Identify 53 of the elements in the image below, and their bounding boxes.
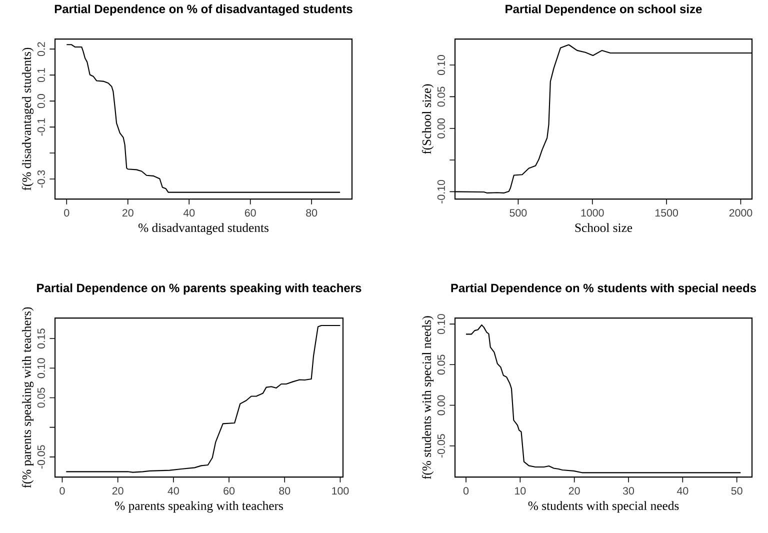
x-tick-label: 1000 [581,209,604,217]
x-tick-label: 20 [122,209,134,217]
y-tick-label: 0.15 [37,328,45,348]
x-tick-label: 0 [60,487,65,495]
y-axis-title: f(% disadvantaged students) [22,48,34,190]
chart-title: Partial Dependence on % parents speaking with teachers [37,283,362,295]
x-tick-label: 80 [279,487,290,495]
x-axis-title: % students with special needs [528,501,679,513]
x-tick-label: 20 [112,487,124,495]
y-tick-label: 0.05 [437,86,445,107]
y-tick-label: 0.00 [437,395,445,416]
x-tick-label: 10 [515,487,526,495]
x-tick-label: 40 [183,209,195,217]
y-tick-label: -0.10 [437,180,445,204]
y-tick-label: 0.05 [437,354,445,375]
x-tick-label: 60 [244,209,256,217]
y-axis-title: f(% students with special needs) [422,316,434,480]
y-tick-label: -0.05 [437,434,445,458]
y-tick-label: -0.3 [37,170,45,188]
x-tick-label: 40 [676,487,688,495]
x-axis-title: % parents speaking with teachers [115,501,283,513]
x-tick-label: 60 [224,487,235,495]
x-tick-label: 1500 [656,209,678,217]
x-axis-title: % disadvantaged students [138,223,268,235]
x-tick-label: 20 [568,487,580,495]
y-tick-label: 0.1 [37,68,45,82]
x-tick-label: 30 [622,487,634,495]
y-tick-label: 0.00 [437,118,445,138]
x-tick-label: 0 [463,487,469,495]
chart-title: Partial Dependence on % students with special needs [451,283,756,295]
y-tick-label: 0.0 [37,94,45,108]
line-series [465,324,742,474]
y-axis-title: f(School size) [422,84,434,154]
x-tick-label: 0 [64,209,70,217]
line-series [66,44,341,193]
y-tick-label: 0.10 [437,55,445,75]
y-tick-label: -0.05 [37,445,45,469]
chart-title: Partial Dependence on % of disadvantaged students [54,4,352,16]
y-tick-label: -0.1 [37,118,45,136]
x-tick-label: 100 [332,487,349,495]
y-tick-label: 0.2 [37,42,45,56]
y-tick-label: 0.10 [437,314,445,334]
y-tick-label: 0.10 [37,358,45,378]
x-tick-label: 40 [168,487,179,495]
x-tick-label: 2000 [729,209,752,217]
x-axis-title: School size [575,223,632,232]
line-series [66,324,341,473]
y-axis-title: f(% parents speaking with teachers) [22,307,34,488]
x-tick-label: 80 [306,209,318,217]
y-tick-label: 0.05 [37,388,45,408]
x-tick-label: 500 [510,209,527,217]
chart-title: Partial Dependence on school size [506,4,702,16]
x-tick-label: 50 [731,487,742,495]
